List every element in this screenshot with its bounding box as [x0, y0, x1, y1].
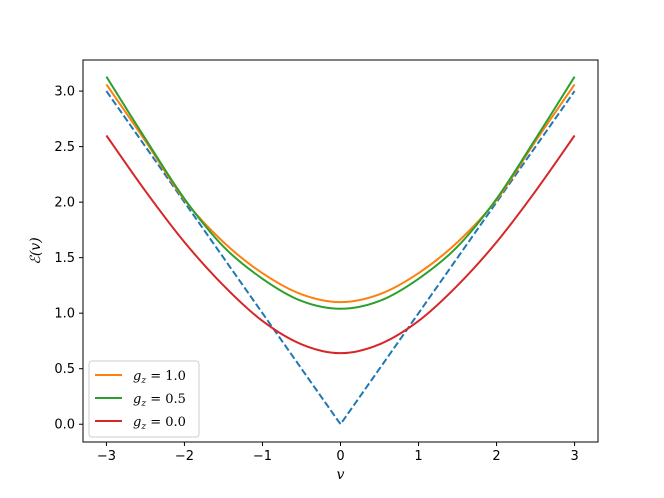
legend-box [88, 360, 200, 438]
x-axis: −3 −2 −1 0 1 2 3 [97, 442, 579, 464]
x-axis-label: v [337, 467, 345, 483]
y-tick-label: 1.5 [54, 251, 75, 266]
x-tick-label: −1 [253, 449, 272, 464]
x-tick-label: 1 [414, 449, 422, 464]
y-axis: 0.0 0.5 1.0 1.5 2.0 2.5 3.0 [54, 85, 83, 433]
y-tick-label: 3.0 [54, 85, 75, 100]
y-tick-label: 2.5 [54, 140, 75, 155]
series-line-3 [105, 134, 576, 355]
series-line-2 [105, 76, 576, 310]
y-tick-label: 2.0 [54, 196, 75, 211]
legend-entry: gz = 0.5 [133, 392, 186, 409]
y-tick-label: 0.5 [54, 362, 75, 377]
series-line-abs-v [105, 90, 576, 426]
x-tick-label: −3 [97, 449, 116, 464]
plot-area [105, 76, 576, 426]
x-tick-label: −2 [175, 449, 194, 464]
legend-entry: gz = 1.0 [133, 369, 186, 386]
x-tick-label: 3 [570, 449, 578, 464]
x-tick-label: 0 [336, 449, 344, 464]
series-line-1 [105, 83, 576, 304]
y-tick-label: 0.0 [54, 418, 75, 433]
x-tick-label: 2 [492, 449, 500, 464]
axes-frame [82, 59, 599, 443]
legend-entry: gz = 0.0 [133, 415, 186, 432]
y-tick-label: 1.0 [54, 307, 75, 322]
y-axis-label: ℰ(v) [28, 237, 44, 264]
legend: gz = 1.0 gz = 0.5 gz = 0.0 [88, 360, 200, 438]
